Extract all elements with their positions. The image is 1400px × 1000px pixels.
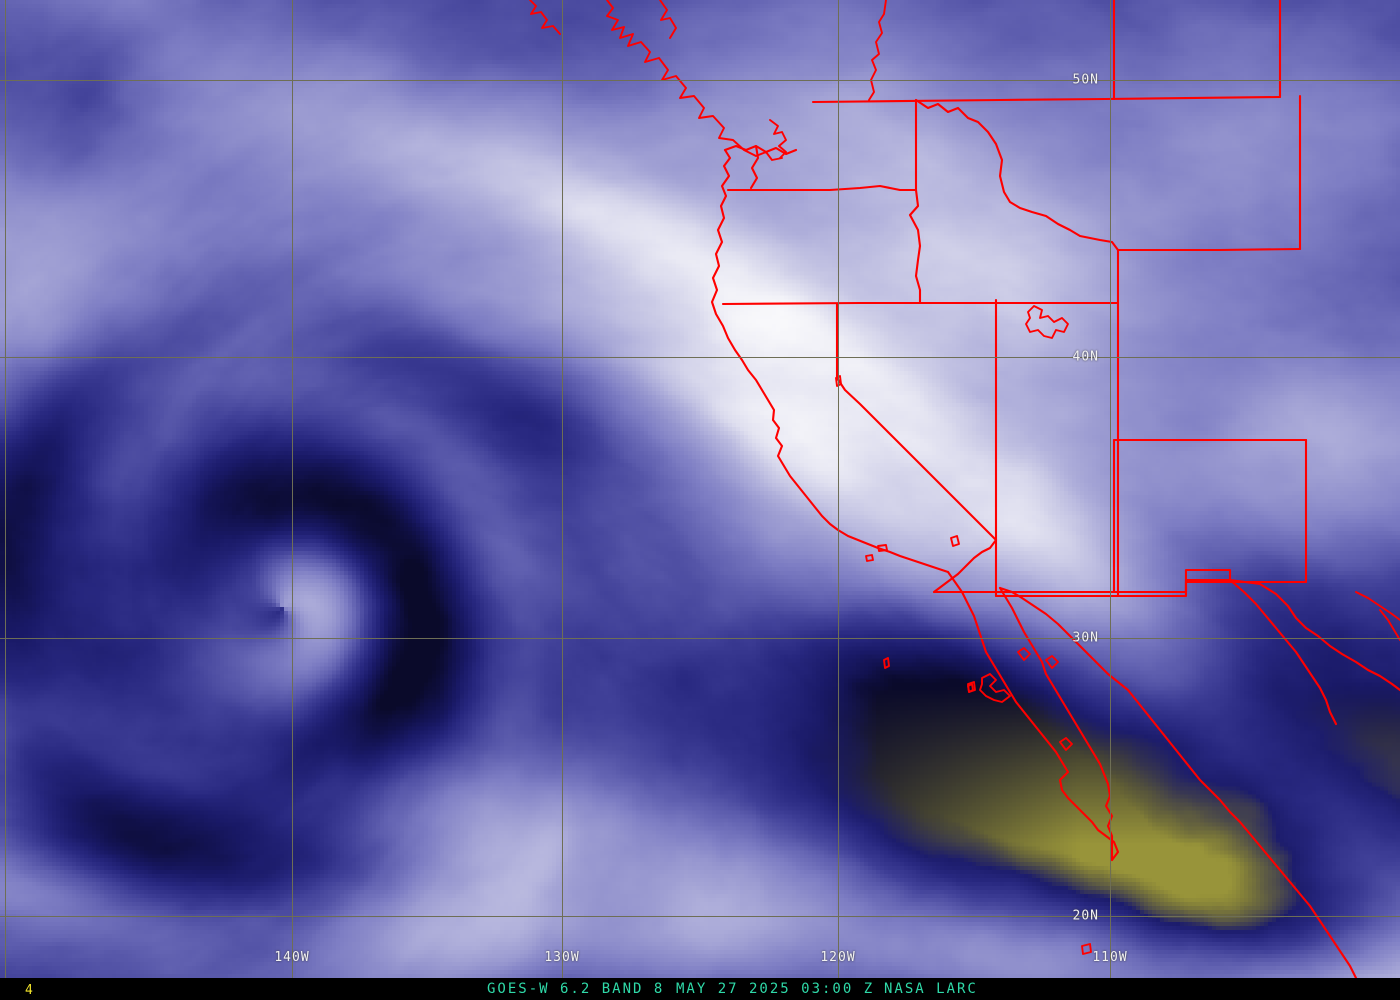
status-provider-label: NASA LARC [884, 981, 978, 997]
inland-water-bc [659, 0, 677, 39]
frame-number-label: 4 [25, 983, 34, 998]
baja-bay-vizcaino [979, 673, 1011, 703]
status-product-label: GOES-W 6.2 BAND 8 [487, 981, 665, 997]
graticule-line-lon-0 [5, 0, 6, 978]
water-vapor-raster [0, 0, 1400, 978]
graticule-label-lat-40N: 40N [1072, 349, 1099, 365]
island-group-north [769, 119, 787, 159]
coastline-texas [1355, 591, 1400, 621]
border-oregon-california [721, 301, 922, 306]
border-washington-oregon [726, 184, 918, 192]
graticule-label-lat-20N: 20N [1072, 908, 1099, 924]
border-us-canada [811, 95, 1282, 104]
baja-tip-notch [1045, 655, 1059, 669]
border-nm-tx-notch [1184, 568, 1232, 594]
graticule-line-lon-2 [562, 0, 563, 978]
border-idaho-oregon [908, 98, 922, 305]
channel-islands [877, 544, 888, 552]
status-bar: GOES-W 6.2 BAND 8 MAY 27 2025 03:00 Z NA… [0, 978, 1400, 1000]
coastline-british-columbia [868, 0, 887, 101]
political-boundaries-overlay [529, 0, 1400, 980]
graticule-line-lat-0 [0, 80, 1400, 81]
graticule-line-lat-1 [0, 357, 1400, 358]
graticule-label-lon-110W: 110W [1092, 950, 1128, 965]
coastline-gulf-of-california [998, 586, 1358, 980]
salton-sea [950, 535, 960, 547]
border-idaho-montana [914, 98, 1120, 252]
graticule-line-lat-3 [0, 916, 1400, 917]
border-montana-wyoming [1116, 247, 1302, 252]
graticule-label-lat-30N: 30N [1072, 630, 1099, 646]
marker-offshore-1 [883, 657, 890, 669]
baja-south-notch [1059, 737, 1073, 751]
border-utah-arizona [994, 580, 1308, 598]
coastline-us-west [710, 148, 950, 574]
border-us-mexico [932, 578, 1400, 692]
border-california-arizona [932, 538, 998, 594]
channel-islands-2 [865, 554, 874, 562]
coastline-vancouver-island [606, 0, 783, 161]
graticule-label-lon-120W: 120W [820, 950, 856, 965]
marker-offshore-3 [1081, 943, 1092, 955]
coastline-gulf-mexico [1379, 609, 1400, 641]
graticule-line-lat-2 [0, 638, 1400, 639]
border-nevada-california [835, 376, 998, 542]
status-timestamp-label: MAY 27 2025 03:00 Z [676, 981, 875, 997]
graticule-label-lon-130W: 130W [544, 950, 580, 965]
baja-inner-notch [1017, 647, 1031, 661]
graticule-line-lon-4 [1110, 0, 1111, 978]
marker-offshore-2 [967, 683, 974, 693]
coastline-puget-sound [723, 144, 798, 156]
inlet-puget [749, 144, 760, 190]
graticule: 50N 40N 30N 20N 140W 130W 120W 110W [0, 0, 1400, 978]
coastline-baja-west [946, 570, 1120, 862]
coastline-mexico-mainland [1228, 578, 1338, 726]
graticule-line-lon-1 [292, 0, 293, 978]
graticule-label-lat-50N: 50N [1072, 72, 1099, 88]
graticule-line-lon-3 [838, 0, 839, 978]
graticule-label-lon-140W: 140W [274, 950, 310, 965]
coastline-queen-charlotte [529, 0, 561, 35]
great-salt-lake [1025, 305, 1069, 339]
